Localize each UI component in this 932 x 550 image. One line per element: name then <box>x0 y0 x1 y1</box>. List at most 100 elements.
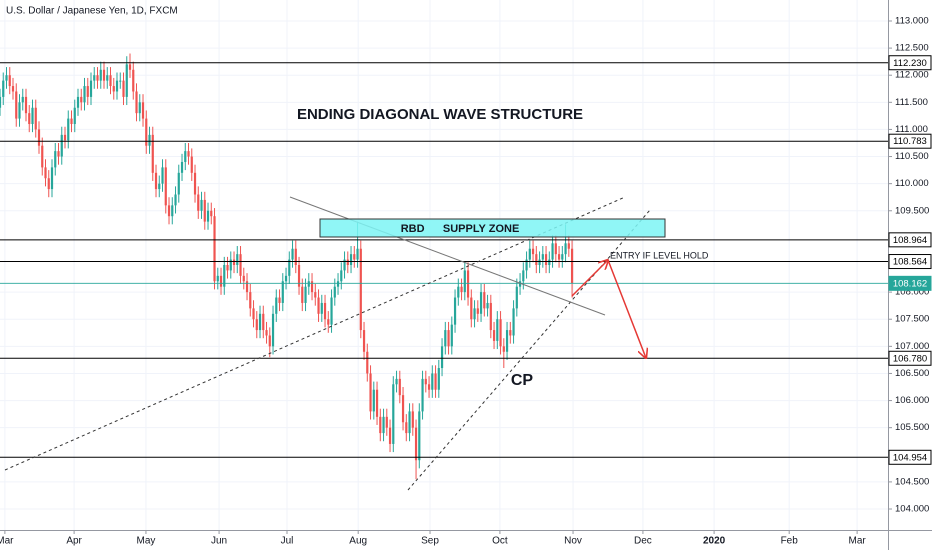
candle-body <box>158 183 161 190</box>
candle-body <box>489 302 492 331</box>
candle-body <box>356 248 359 260</box>
candle-body <box>187 151 190 157</box>
candle-body <box>258 313 262 331</box>
candle-body <box>323 302 327 320</box>
candle-body <box>28 113 31 125</box>
candle-body <box>535 254 538 265</box>
drawings: ENDING DIAGONAL WAVE STRUCTURE RBD SUPPL… <box>4 106 709 491</box>
candle-body <box>281 281 284 303</box>
candle-body <box>479 292 483 314</box>
candle-body <box>515 286 518 309</box>
x-tick-label: Dec <box>634 536 652 547</box>
candle-body <box>190 156 193 173</box>
candle-body <box>330 297 333 325</box>
candle-body <box>268 335 271 347</box>
candle-body <box>531 248 535 255</box>
candle-body <box>275 297 278 314</box>
x-tick-label: 2020 <box>703 536 726 547</box>
candle-body <box>219 275 223 287</box>
candle-body <box>346 259 349 265</box>
candle-body <box>444 330 447 347</box>
candle-body <box>427 384 431 390</box>
trend-line <box>4 196 626 471</box>
candle-body <box>265 330 268 336</box>
candle-body <box>119 80 122 82</box>
candle-body <box>44 167 47 179</box>
candle-body <box>518 281 522 287</box>
chart-title: U.S. Dollar / Japanese Yen, 1D, FXCM <box>6 6 178 17</box>
candle-body <box>297 265 301 287</box>
candle-body <box>262 313 265 331</box>
candle-body <box>375 389 379 417</box>
candle-body <box>401 395 405 423</box>
candle-body <box>343 259 346 271</box>
time-axis-bg <box>0 530 932 550</box>
candle-body <box>460 286 463 293</box>
y-tick-label: 113.000 <box>895 16 929 27</box>
candle-body <box>151 134 154 173</box>
level-label: 110.783 <box>893 136 927 147</box>
candle-body <box>307 281 310 287</box>
candle-body <box>73 107 76 125</box>
candle-body <box>294 248 297 265</box>
candle-body <box>411 411 414 428</box>
candle-body <box>483 292 486 309</box>
level-label: 108.162 <box>893 278 927 289</box>
level-box <box>888 55 932 71</box>
arrow <box>607 259 646 358</box>
candle-body <box>434 373 437 390</box>
level-label: 106.780 <box>893 353 927 364</box>
candle-body <box>440 346 444 369</box>
candle-body <box>115 80 119 92</box>
candle-body <box>99 69 102 81</box>
x-tick-label: May <box>136 536 155 547</box>
candle-body <box>106 75 109 81</box>
level-box <box>888 254 932 270</box>
arrow <box>571 260 608 297</box>
candle-body <box>145 118 148 146</box>
candle-body <box>239 254 242 276</box>
candle-body <box>122 80 125 97</box>
candle-body <box>245 281 249 293</box>
candle-body <box>564 243 567 255</box>
candle-body <box>522 270 525 282</box>
zone-label: RBD SUPPLY ZONE <box>401 223 520 235</box>
candle-body <box>86 86 89 97</box>
candle-body <box>161 167 164 184</box>
y-tick-label: 110.500 <box>895 151 929 162</box>
candle-body <box>395 378 398 385</box>
level-box <box>888 275 932 291</box>
candle-body <box>5 75 8 81</box>
trend-line <box>289 196 606 316</box>
candle-body <box>473 308 476 320</box>
candle-body <box>67 118 70 141</box>
candle-body <box>301 286 304 303</box>
x-tick-label: Oct <box>492 536 508 547</box>
candle-body <box>18 102 21 119</box>
candle-body <box>525 259 528 271</box>
candle-body <box>164 167 167 206</box>
candle-body <box>34 107 37 130</box>
wave-label: CP <box>511 372 534 389</box>
candle-body <box>171 205 174 217</box>
y-tick-label: 107.000 <box>895 341 929 352</box>
x-tick-label: Feb <box>781 536 799 547</box>
candle-body <box>193 172 197 195</box>
candle-body <box>203 199 206 222</box>
candle-body <box>570 248 574 284</box>
candle-body <box>138 102 141 114</box>
candle-body <box>304 286 307 303</box>
y-tick-label: 112.000 <box>895 70 929 81</box>
candle-body <box>369 373 372 412</box>
candle-body <box>76 96 80 108</box>
y-tick-label: 112.500 <box>895 43 929 54</box>
candle-body <box>284 275 288 282</box>
candle-body <box>548 259 551 265</box>
trend-line <box>407 209 651 491</box>
candle-body <box>291 248 294 260</box>
level-label: 112.230 <box>893 58 927 69</box>
candle-body <box>21 96 24 103</box>
candle-body <box>271 313 275 347</box>
candle-body <box>141 102 145 119</box>
candle-body <box>437 368 440 390</box>
